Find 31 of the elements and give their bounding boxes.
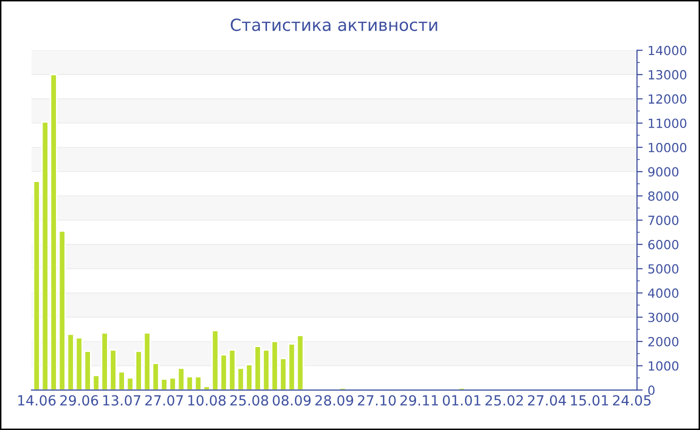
y-tick-label: 12000 — [648, 94, 686, 104]
y-tick-label: 2000 — [648, 336, 678, 346]
y-tick-label: 11000 — [648, 118, 686, 128]
x-tick-label: 15.01 — [571, 395, 608, 406]
x-tick-label: 28.09 — [315, 395, 354, 406]
x-tick-label: 14.06 — [18, 395, 56, 406]
x-tick-label: 24.05 — [613, 395, 651, 406]
y-tick-label: 7000 — [648, 216, 678, 226]
x-tick-label: 01.01 — [442, 395, 480, 406]
y-tick-label: 0 — [648, 385, 655, 395]
y-tick-label: 9000 — [648, 167, 678, 177]
x-tick-label: 08.09 — [272, 395, 311, 406]
y-tick-label: 10000 — [648, 142, 686, 152]
x-tick-label: 27.10 — [358, 395, 396, 406]
y-tick-label: 6000 — [648, 240, 678, 250]
x-tick-label: 13.07 — [103, 395, 140, 406]
y-tick-label: 13000 — [648, 70, 686, 80]
chart-title: Статистика активности — [230, 18, 438, 32]
x-tick-label: 27.07 — [145, 395, 183, 406]
x-tick-label: 25.02 — [485, 395, 523, 406]
x-tick-label: 25.08 — [230, 395, 268, 406]
x-tick-label: 10.08 — [188, 395, 226, 406]
y-tick-label: 5000 — [648, 264, 678, 274]
x-tick-label: 29.11 — [400, 395, 438, 406]
x-tick-label: 27.04 — [528, 395, 566, 406]
y-tick-label: 14000 — [648, 46, 686, 56]
x-tick-label: 29.06 — [60, 395, 98, 406]
y-tick-label: 3000 — [648, 312, 678, 322]
y-tick-label: 4000 — [648, 288, 678, 298]
y-tick-label: 1000 — [648, 361, 678, 371]
y-tick-label: 8000 — [648, 191, 678, 201]
